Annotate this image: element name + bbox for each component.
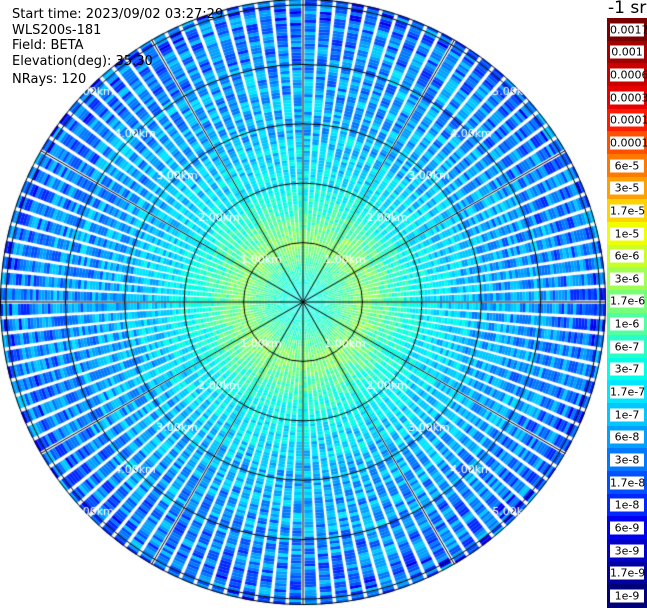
colorbar-segment: 6e-9 (607, 516, 647, 540)
nrays-label: NRays: 120 (12, 72, 87, 87)
colorbar-segment: 0.0003 (607, 85, 647, 110)
colorbar-tick-label: 1e-6 (610, 317, 644, 331)
elevation-label: Elevation(deg): 35.30 (12, 54, 153, 69)
colorbar-segment: 3e-7 (607, 357, 647, 382)
colorbar-tick-label: 0.0001 (610, 136, 647, 150)
colorbar-segment: 1.7e-9 (607, 561, 647, 585)
colorbar-tick-label: 1e-7 (610, 408, 644, 422)
colorbar-title: -1 sr (608, 0, 647, 18)
colorbar-segment: 3e-9 (607, 539, 647, 563)
colorbar-segment: 1.7e-5 (607, 199, 647, 223)
colorbar-tick-label: 1e-8 (610, 498, 644, 512)
colorbar-tick-label: 3e-8 (610, 453, 644, 467)
colorbar-segment: 6e-6 (607, 244, 647, 268)
colorbar-segment: 1e-9 (607, 584, 647, 608)
colorbar-tick-label: 1.7e-7 (610, 385, 646, 399)
colorbar-tick-label: 1.7e-6 (610, 294, 646, 308)
colorbar-tick-label: 6e-5 (610, 159, 644, 173)
colorbar-tick-label: 3e-9 (610, 544, 644, 558)
colorbar-tick-label: 3e-6 (610, 272, 644, 286)
colorbar-tick-label: 1.7e-8 (610, 476, 646, 490)
colorbar-segment: 6e-7 (607, 335, 647, 359)
colorbar-segment: 1e-7 (607, 403, 647, 427)
colorbar-tick-label: 1e-9 (610, 589, 644, 603)
colorbar-segment: 1e-5 (607, 221, 647, 246)
colorbar-tick-label: 6e-7 (610, 340, 644, 354)
colorbar-tick-label: 0.001 (610, 45, 644, 59)
colorbar-tick-label: 6e-6 (610, 249, 644, 263)
colorbar-segment: 1e-8 (607, 493, 647, 517)
colorbar-tick-label: 6e-8 (610, 430, 644, 444)
colorbar-segment: 0.0006 (607, 63, 647, 87)
colorbar-segment: 3e-8 (607, 448, 647, 472)
colorbar-segment: 3e-6 (607, 267, 647, 291)
colorbar-segment: 6e-5 (607, 153, 647, 178)
colorbar-tick-label: 3e-5 (610, 181, 644, 195)
colorbar: 0.0017 0.001 0.0006 0.0003 0.00017 0.0001 6e-5… (607, 18, 647, 608)
colorbar-segment: 6e-8 (607, 425, 647, 450)
field-label: Field: BETA (12, 38, 84, 53)
start-time-label: Start time: 2023/09/02 03:27:29 (12, 7, 224, 22)
colorbar-tick-label: 0.0003 (610, 91, 647, 105)
colorbar-tick-label: 1.7e-5 (610, 204, 646, 218)
colorbar-tick-label: 0.0006 (610, 68, 647, 82)
colorbar-segment: 1.7e-6 (607, 289, 647, 314)
colorbar-tick-label: 0.0017 (610, 23, 647, 37)
colorbar-tick-label: 1e-5 (610, 227, 644, 240)
colorbar-tick-label: 3e-7 (610, 362, 644, 376)
colorbar-segment: 1.7e-8 (607, 471, 647, 495)
colorbar-tick-label: 0.00017 (610, 113, 647, 127)
colorbar-segment: 0.0017 (607, 18, 647, 42)
colorbar-segment: 1.7e-7 (607, 380, 647, 404)
device-label: WLS200s-181 (12, 23, 102, 38)
colorbar-segment: 1e-6 (607, 312, 647, 336)
colorbar-tick-label: 6e-9 (610, 521, 644, 535)
colorbar-tick-label: 1.7e-9 (610, 566, 646, 580)
colorbar-segment: 3e-5 (607, 176, 647, 200)
colorbar-segment: 0.001 (607, 40, 647, 64)
colorbar-segment: 0.00017 (607, 108, 647, 132)
colorbar-segment: 0.0001 (607, 131, 647, 155)
